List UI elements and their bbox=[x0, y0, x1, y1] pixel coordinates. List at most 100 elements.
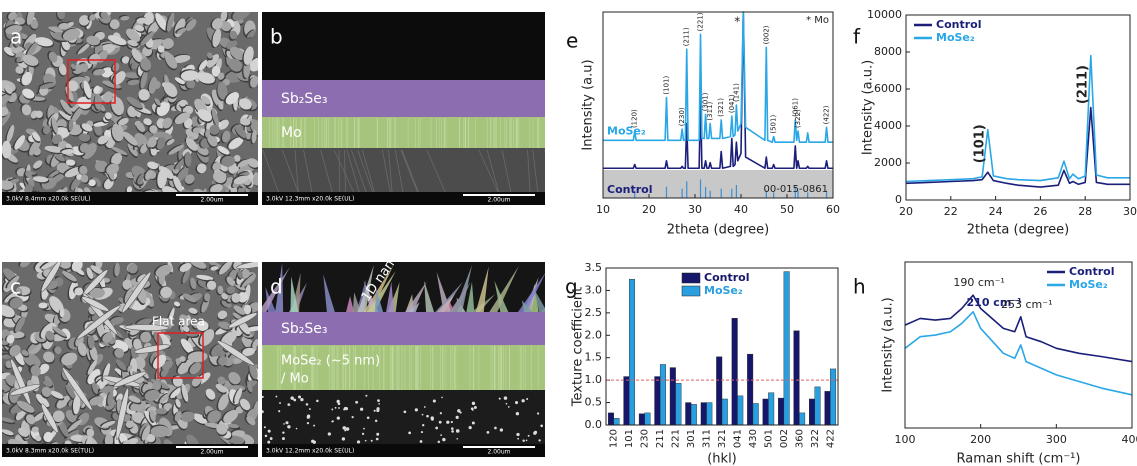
nanorod bbox=[436, 271, 452, 312]
substrate-texture bbox=[361, 149, 375, 193]
bar bbox=[793, 330, 800, 426]
grain bbox=[217, 285, 224, 295]
grain bbox=[54, 346, 62, 355]
grain bbox=[148, 21, 160, 35]
grain bbox=[216, 349, 226, 358]
grain bbox=[110, 316, 124, 325]
dot bbox=[263, 426, 266, 429]
dot bbox=[336, 416, 340, 420]
x-tick-label: 30 bbox=[1123, 205, 1137, 218]
peak-label: (311) bbox=[706, 102, 714, 121]
grain bbox=[35, 110, 43, 119]
grain bbox=[68, 118, 74, 132]
grain bbox=[155, 13, 168, 31]
grain bbox=[233, 305, 246, 315]
y-tick-label: 8000 bbox=[874, 45, 902, 58]
bar bbox=[623, 376, 630, 426]
grain bbox=[206, 54, 220, 68]
grain bbox=[38, 302, 48, 309]
grain bbox=[109, 19, 120, 30]
grain bbox=[133, 338, 142, 350]
grain bbox=[127, 364, 133, 372]
grain bbox=[89, 287, 105, 299]
rod bbox=[113, 371, 147, 388]
grain bbox=[239, 398, 251, 411]
dot bbox=[515, 401, 519, 405]
series-line bbox=[905, 54, 1130, 183]
grain bbox=[140, 31, 155, 46]
grain bbox=[61, 352, 78, 366]
dot bbox=[525, 439, 528, 442]
grain bbox=[106, 163, 119, 175]
grain bbox=[128, 395, 141, 403]
y-tick-label: 3.0 bbox=[585, 283, 603, 296]
dot bbox=[282, 431, 285, 434]
dot bbox=[345, 427, 350, 431]
grain bbox=[144, 389, 160, 402]
dot bbox=[262, 410, 264, 414]
grain bbox=[179, 99, 187, 107]
grain bbox=[60, 99, 72, 115]
grain bbox=[113, 71, 126, 85]
dot bbox=[446, 420, 450, 424]
grain bbox=[21, 350, 29, 357]
series-line bbox=[603, 11, 833, 170]
grain bbox=[234, 125, 247, 139]
grain bbox=[228, 371, 241, 385]
dot bbox=[450, 421, 453, 424]
grain bbox=[89, 14, 96, 21]
substrate-texture bbox=[544, 149, 545, 152]
layer-mose2-mo bbox=[262, 345, 545, 390]
grain bbox=[164, 52, 178, 69]
grain bbox=[188, 307, 198, 314]
grain bbox=[220, 21, 232, 32]
grain bbox=[52, 326, 67, 337]
substrate-texture bbox=[281, 149, 299, 193]
grain bbox=[159, 393, 171, 404]
dot bbox=[356, 440, 361, 444]
dot bbox=[456, 437, 459, 440]
grain bbox=[137, 274, 147, 283]
bar bbox=[814, 386, 821, 426]
grain bbox=[150, 425, 170, 438]
nanorod bbox=[437, 292, 456, 312]
x-tick-label: 322 bbox=[810, 429, 821, 448]
substrate-texture bbox=[294, 149, 299, 193]
sem-vacuum bbox=[262, 12, 545, 80]
grain bbox=[35, 394, 50, 408]
grain bbox=[43, 125, 51, 135]
grain bbox=[204, 293, 211, 302]
substrate-texture bbox=[262, 149, 279, 193]
dot bbox=[297, 395, 302, 399]
grain bbox=[179, 356, 186, 362]
grain bbox=[33, 176, 49, 183]
dot bbox=[283, 423, 285, 425]
grain bbox=[213, 170, 227, 184]
grain bbox=[206, 280, 217, 290]
nanorod bbox=[521, 300, 533, 312]
nanorod bbox=[448, 281, 471, 312]
rod bbox=[124, 324, 170, 331]
grain bbox=[221, 292, 228, 300]
grain bbox=[191, 376, 202, 387]
bar bbox=[799, 412, 806, 426]
plot-frame bbox=[904, 261, 1133, 429]
grain bbox=[4, 291, 19, 303]
grain bbox=[50, 390, 64, 399]
substrate-texture bbox=[426, 149, 446, 193]
dot bbox=[440, 434, 443, 436]
x-axis-label: 2theta (degree) bbox=[967, 223, 1070, 238]
series-line bbox=[904, 311, 1133, 396]
dot bbox=[457, 409, 461, 413]
nanorod bbox=[475, 266, 489, 312]
substrate-texture bbox=[394, 149, 404, 193]
grain bbox=[233, 175, 249, 185]
rod bbox=[76, 305, 121, 340]
substrate-texture bbox=[320, 149, 333, 193]
annotation: 190 cm⁻¹ bbox=[953, 276, 1004, 289]
grain bbox=[162, 38, 174, 50]
series-line bbox=[905, 106, 1130, 188]
grain bbox=[136, 17, 148, 24]
grain bbox=[176, 27, 187, 35]
grain bbox=[57, 12, 66, 20]
